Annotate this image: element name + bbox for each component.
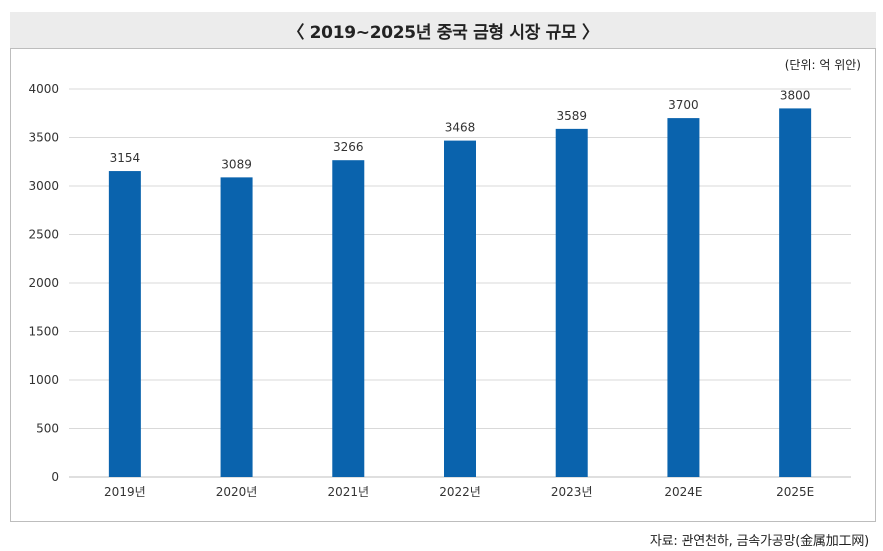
data-label: 3468 — [445, 121, 476, 135]
x-tick-label: 2020년 — [216, 485, 258, 499]
x-tick-label: 2023년 — [551, 485, 593, 499]
data-label: 3589 — [556, 109, 587, 123]
x-tick-label: 2022년 — [439, 485, 481, 499]
data-label: 3089 — [221, 157, 252, 171]
x-tick-label: 2024E — [664, 485, 702, 499]
y-tick-label: 1500 — [28, 325, 59, 339]
bar — [220, 177, 253, 477]
y-tick-label: 4000 — [28, 82, 59, 96]
y-tick-label: 2500 — [28, 228, 59, 242]
y-tick-label: 3000 — [28, 179, 59, 193]
data-label: 3700 — [668, 98, 699, 112]
data-label: 3266 — [333, 140, 364, 154]
x-tick-label: 2025E — [776, 485, 814, 499]
bar — [444, 140, 476, 477]
source-note: 자료: 관연천하, 금속가공망(金属加工网) — [649, 534, 869, 549]
y-tick-label: 2000 — [28, 276, 59, 290]
y-tick-label: 0 — [51, 470, 59, 484]
bar — [332, 160, 365, 477]
unit-label: (단위: 억 위안) — [784, 58, 861, 72]
bar — [555, 128, 588, 477]
bar — [667, 118, 700, 477]
y-tick-label: 1000 — [28, 373, 59, 387]
y-tick-label: 500 — [36, 422, 59, 436]
bar — [108, 171, 141, 477]
x-tick-label: 2021년 — [327, 485, 369, 499]
data-label: 3800 — [780, 88, 811, 102]
chart-frame: (단위: 억 위안) 0 500 1000 1500 2000 2500 3000 3500 4… — [10, 48, 876, 522]
y-tick-label: 3500 — [28, 131, 59, 145]
bar-chart: 0 500 1000 1500 2000 2500 3000 3500 4000 3154 2019… — [28, 82, 851, 499]
x-tick-label: 2019년 — [104, 485, 146, 499]
data-label: 3154 — [110, 151, 141, 165]
bar — [779, 108, 812, 478]
title-bar: 〈 2019~2025년 중국 금형 시장 규모 〉 — [10, 12, 876, 48]
chart-title: 〈 2019~2025년 중국 금형 시장 규모 〉 — [287, 22, 599, 43]
